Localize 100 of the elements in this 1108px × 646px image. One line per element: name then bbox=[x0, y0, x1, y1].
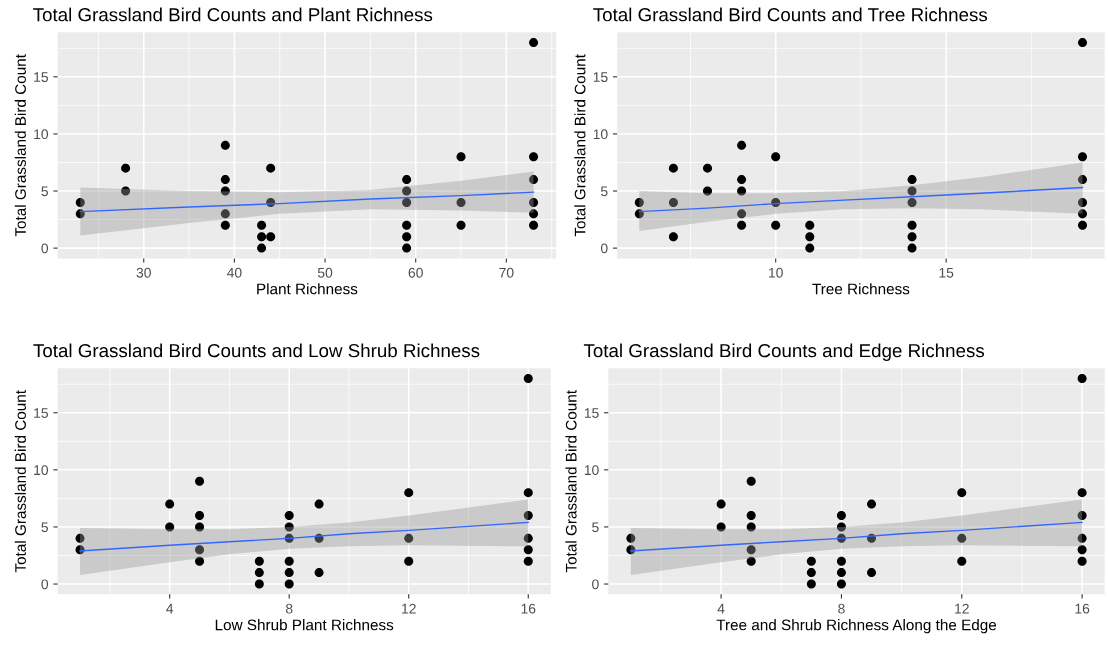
y-tick-label: 5 bbox=[600, 186, 608, 197]
y-tick-label: 5 bbox=[41, 522, 49, 533]
point bbox=[254, 579, 264, 589]
point bbox=[737, 220, 747, 230]
point bbox=[523, 511, 533, 521]
point bbox=[529, 38, 539, 48]
point bbox=[907, 220, 917, 230]
point bbox=[523, 374, 533, 383]
point bbox=[737, 209, 747, 219]
point bbox=[266, 232, 276, 242]
point bbox=[746, 476, 756, 486]
point bbox=[907, 186, 917, 196]
point bbox=[257, 232, 267, 242]
point bbox=[220, 175, 230, 185]
y-tick-label: 15 bbox=[584, 408, 599, 418]
point bbox=[257, 243, 267, 253]
point bbox=[771, 220, 781, 230]
point bbox=[165, 522, 175, 532]
point bbox=[195, 511, 205, 521]
point bbox=[836, 579, 846, 589]
point bbox=[195, 476, 205, 486]
point bbox=[284, 579, 294, 589]
point bbox=[1078, 38, 1088, 48]
x-tick-label: 15 bbox=[939, 267, 954, 278]
point bbox=[402, 186, 412, 196]
point bbox=[402, 220, 412, 230]
point bbox=[836, 556, 846, 566]
point bbox=[1077, 488, 1087, 498]
point bbox=[523, 545, 533, 555]
point bbox=[907, 243, 917, 253]
point bbox=[867, 499, 877, 509]
point bbox=[746, 545, 756, 555]
point bbox=[703, 186, 712, 196]
y-axis-title: Total Grassland Bird Count bbox=[574, 54, 586, 237]
x-tick-label: 60 bbox=[408, 267, 423, 278]
point bbox=[634, 197, 644, 207]
point bbox=[220, 220, 230, 230]
point bbox=[771, 152, 781, 162]
point bbox=[746, 511, 756, 521]
point bbox=[1078, 175, 1088, 185]
point bbox=[1077, 374, 1087, 383]
point bbox=[1078, 197, 1088, 207]
x-axis-title: Tree and Shrub Richness Along the Edge bbox=[716, 619, 997, 634]
point bbox=[121, 163, 131, 173]
point bbox=[805, 243, 815, 253]
point bbox=[836, 568, 846, 578]
y-tick-label: 0 bbox=[41, 243, 49, 254]
y-tick-label: 10 bbox=[584, 465, 599, 476]
point bbox=[746, 522, 756, 532]
point bbox=[254, 556, 264, 566]
point bbox=[402, 243, 412, 253]
chart-title: Total Grassland Bird Counts and Plant Richness bbox=[33, 7, 433, 22]
x-tick-label: 40 bbox=[226, 267, 242, 278]
point bbox=[836, 522, 846, 532]
point bbox=[1077, 533, 1087, 543]
point bbox=[314, 499, 324, 509]
x-axis-title: Plant Richness bbox=[257, 283, 358, 295]
point bbox=[746, 556, 756, 566]
point bbox=[523, 556, 533, 566]
point bbox=[1077, 511, 1087, 521]
point bbox=[402, 197, 412, 207]
point bbox=[907, 232, 917, 242]
point bbox=[402, 175, 412, 185]
point bbox=[737, 186, 747, 196]
x-axis-title: Tree Richness bbox=[812, 283, 910, 295]
x-axis-title: Low Shrub Plant Richness bbox=[215, 619, 394, 631]
y-tick-label: 10 bbox=[34, 129, 49, 140]
point bbox=[529, 175, 539, 185]
point bbox=[529, 197, 539, 207]
point bbox=[529, 220, 539, 230]
point bbox=[195, 522, 205, 532]
point bbox=[456, 197, 466, 207]
y-tick-label: 15 bbox=[34, 408, 49, 418]
point bbox=[716, 499, 726, 509]
y-tick-label: 0 bbox=[600, 243, 608, 254]
x-tick-label: 8 bbox=[285, 603, 293, 614]
y-axis-title: Total Grassland Bird Count bbox=[565, 390, 577, 573]
point bbox=[284, 568, 294, 578]
point bbox=[266, 163, 276, 173]
point bbox=[737, 140, 747, 150]
point bbox=[907, 197, 917, 207]
point bbox=[165, 499, 175, 509]
x-tick-label: 4 bbox=[717, 603, 725, 614]
point bbox=[75, 533, 85, 543]
x-tick-label: 4 bbox=[166, 603, 174, 614]
x-tick-label: 50 bbox=[317, 267, 333, 278]
y-axis-title: Total Grassland Bird Count bbox=[14, 390, 26, 573]
point bbox=[957, 556, 967, 566]
point bbox=[1077, 556, 1087, 566]
point bbox=[737, 175, 747, 185]
point bbox=[806, 568, 816, 578]
point bbox=[220, 186, 230, 196]
point bbox=[523, 488, 533, 498]
point bbox=[957, 533, 967, 543]
y-tick-label: 10 bbox=[593, 129, 608, 140]
point bbox=[284, 556, 294, 566]
point bbox=[314, 568, 324, 578]
y-tick-label: 15 bbox=[34, 72, 49, 82]
point bbox=[716, 522, 726, 532]
chart-title: Total Grassland Bird Counts and Tree Richness bbox=[593, 7, 988, 22]
